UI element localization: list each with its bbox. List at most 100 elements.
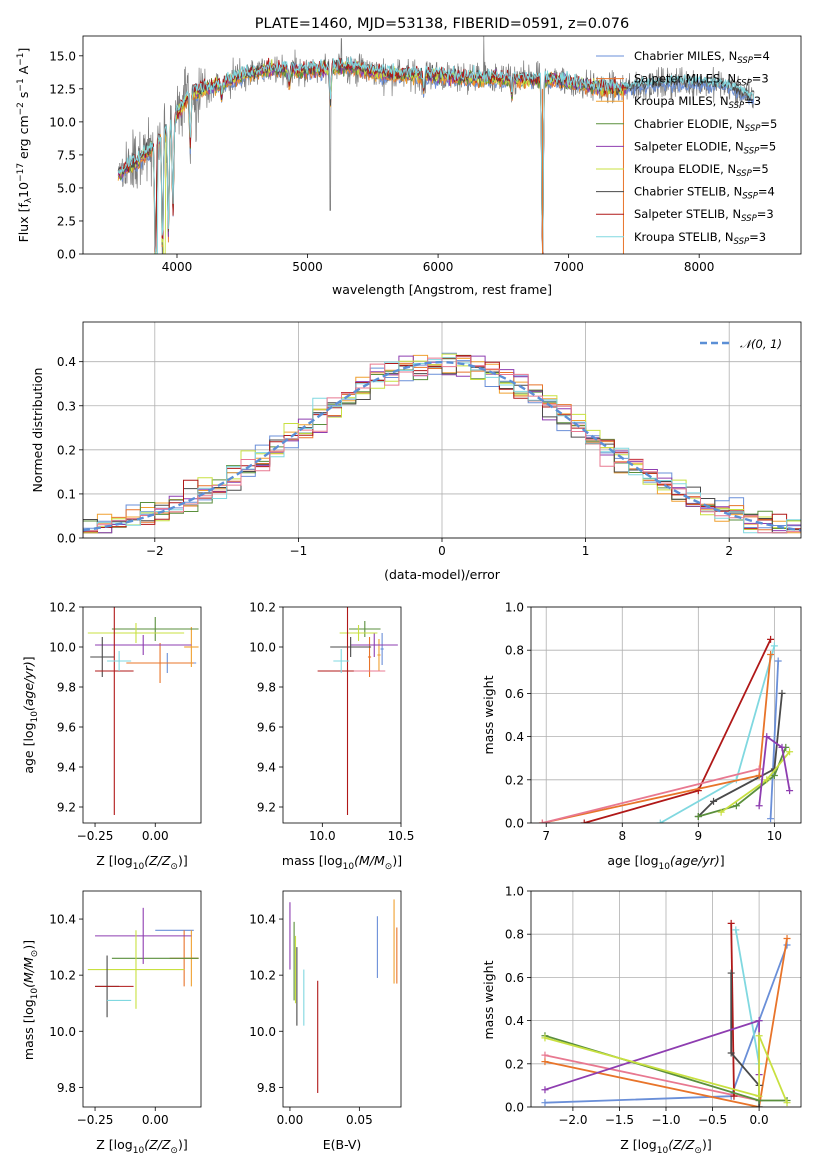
y-axis-label: mass weight — [481, 675, 496, 754]
weight-marker — [763, 733, 771, 741]
y-axis-label: Normed distribution — [30, 368, 45, 493]
x-tick-label: 8 — [618, 829, 626, 843]
legend-entry: 𝒩(0, 1) — [740, 337, 782, 351]
y-axis-label: Flux [fλ10−17 erg cm−2 s−1 A−1] — [16, 48, 34, 243]
age_vs_mass-axes: 10.0 10.5 9.2 9.4 9.6 9.8 10.0 10.2 — [249, 601, 415, 844]
y-tick-label: 0.0 — [57, 248, 76, 262]
normal-curve — [83, 360, 801, 532]
weight-marker — [755, 1032, 763, 1040]
x-tick-label: −0.25 — [77, 829, 114, 843]
weight-marker — [710, 797, 718, 805]
legend-entry: Kroupa MILES, NSSP=3 — [634, 94, 761, 111]
x-tick-label: −2.0 — [558, 1113, 587, 1127]
legend-entry: Kroupa ELODIE, NSSP=5 — [634, 162, 769, 179]
legend-entry: Salpeter ELODIE, NSSP=5 — [634, 139, 776, 156]
weight_vs_age-plot — [538, 635, 794, 823]
chart-title: PLATE=1460, MJD=53138, FIBERID=0591, z=0… — [255, 16, 629, 32]
x-axis-label: wavelength [Angstrom, rest frame] — [332, 282, 552, 297]
y-tick-label: 10.4 — [249, 913, 276, 927]
weight-marker — [767, 651, 775, 659]
x-tick-label: 10.5 — [388, 829, 415, 843]
x-tick-label: 1 — [582, 544, 590, 558]
axes-frame — [282, 606, 402, 824]
axes-frame — [82, 321, 802, 539]
x-tick-label: 2 — [725, 544, 733, 558]
weight-marker — [763, 776, 771, 784]
residuals-axes: −2 −1 0 1 2 0.0 0.1 0.2 0.3 0.4 — [57, 321, 802, 558]
weight-marker — [755, 771, 763, 779]
x-tick-label: 0.00 — [142, 1113, 169, 1127]
axes-frame — [530, 890, 802, 1108]
weight-marker — [755, 802, 763, 810]
weight-line — [544, 938, 788, 1107]
weight_vs_Z-axes: −2.0 −1.5 −1.0 −0.5 0.0 0.0 0.2 0.4 0.6 0.8 1.0 — [505, 885, 802, 1127]
legend-entry: Chabrier STELIB, NSSP=4 — [634, 185, 775, 202]
x-tick-label: 7000 — [553, 260, 584, 274]
weight-marker — [774, 657, 782, 665]
weight-marker — [783, 935, 791, 943]
mass_vs_Z-axes: −0.25 0.00 9.8 10.0 10.2 10.4 — [49, 890, 202, 1127]
y-tick-label: 9.2 — [257, 801, 276, 815]
y-tick-label: 9.4 — [57, 761, 76, 775]
weight-marker — [694, 813, 702, 821]
x-axis-label: Z [log10(Z/Z⊙)] — [620, 1137, 711, 1156]
legend-entry: Kroupa STELIB, NSSP=3 — [634, 230, 766, 247]
weight-line — [758, 734, 791, 806]
x-tick-label: −0.25 — [77, 1113, 114, 1127]
weight-line — [544, 1054, 760, 1102]
weight-marker — [727, 919, 735, 927]
legend-entry: Chabrier MILES, NSSP=4 — [634, 49, 770, 66]
weight-marker — [755, 1092, 763, 1100]
weight-line — [544, 944, 788, 1104]
y-tick-label: 0.0 — [505, 817, 524, 831]
weight-line — [542, 768, 760, 823]
y-tick-label: 10.0 — [249, 1025, 276, 1039]
weight-marker — [786, 787, 794, 795]
x-tick-label: 4000 — [162, 260, 193, 274]
y-tick-label: 10.2 — [49, 601, 76, 615]
y-tick-label: 10.2 — [249, 601, 276, 615]
y-tick-label: 0.2 — [57, 443, 76, 457]
y-tick-label: 10.2 — [49, 969, 76, 983]
histogram-step — [83, 356, 801, 538]
weight-line — [544, 1035, 788, 1104]
y-tick-label: 9.6 — [257, 721, 276, 735]
weight-marker — [730, 1092, 738, 1100]
weight-line — [769, 660, 780, 819]
x-tick-label: 0.00 — [277, 1113, 304, 1127]
y-tick-label: 0.3 — [57, 399, 76, 413]
weight-line — [583, 639, 772, 823]
x-tick-label: −2 — [146, 544, 164, 558]
x-tick-label: 6000 — [423, 260, 454, 274]
weight-marker — [541, 1034, 549, 1042]
weight-marker — [767, 635, 775, 643]
y-tick-label: 9.2 — [57, 801, 76, 815]
x-tick-label: −1 — [290, 544, 308, 558]
y-tick-label: 10.4 — [49, 913, 76, 927]
x-axis-label: E(B-V) — [323, 1137, 362, 1152]
weight-line — [730, 923, 735, 1097]
weight-marker — [656, 819, 664, 823]
weight-marker — [541, 1099, 549, 1107]
x-axis-label: (data-model)/error — [384, 567, 501, 582]
y-tick-label: 12.5 — [49, 82, 76, 96]
y-tick-label: 1.0 — [505, 885, 524, 899]
x-tick-label: 10.0 — [309, 829, 336, 843]
x-tick-label: 0 — [438, 544, 446, 558]
model-line — [117, 56, 755, 254]
x-tick-label: 0.05 — [346, 1113, 373, 1127]
y-tick-label: 10.0 — [49, 115, 76, 129]
weight-marker — [786, 748, 794, 756]
y-tick-label: 7.5 — [57, 148, 76, 162]
y-tick-label: 5.0 — [57, 181, 76, 195]
weight-marker — [727, 1049, 735, 1057]
weight-line — [698, 747, 787, 818]
legend-entry: Salpeter STELIB, NSSP=3 — [634, 207, 774, 224]
y-tick-label: 0.6 — [505, 971, 524, 985]
y-tick-label: 9.8 — [257, 1081, 276, 1095]
y-tick-label: 0.6 — [505, 687, 524, 701]
y-tick-label: 1.0 — [505, 601, 524, 615]
x-tick-label: −1.0 — [651, 1113, 680, 1127]
y-tick-label: 0.4 — [57, 355, 76, 369]
